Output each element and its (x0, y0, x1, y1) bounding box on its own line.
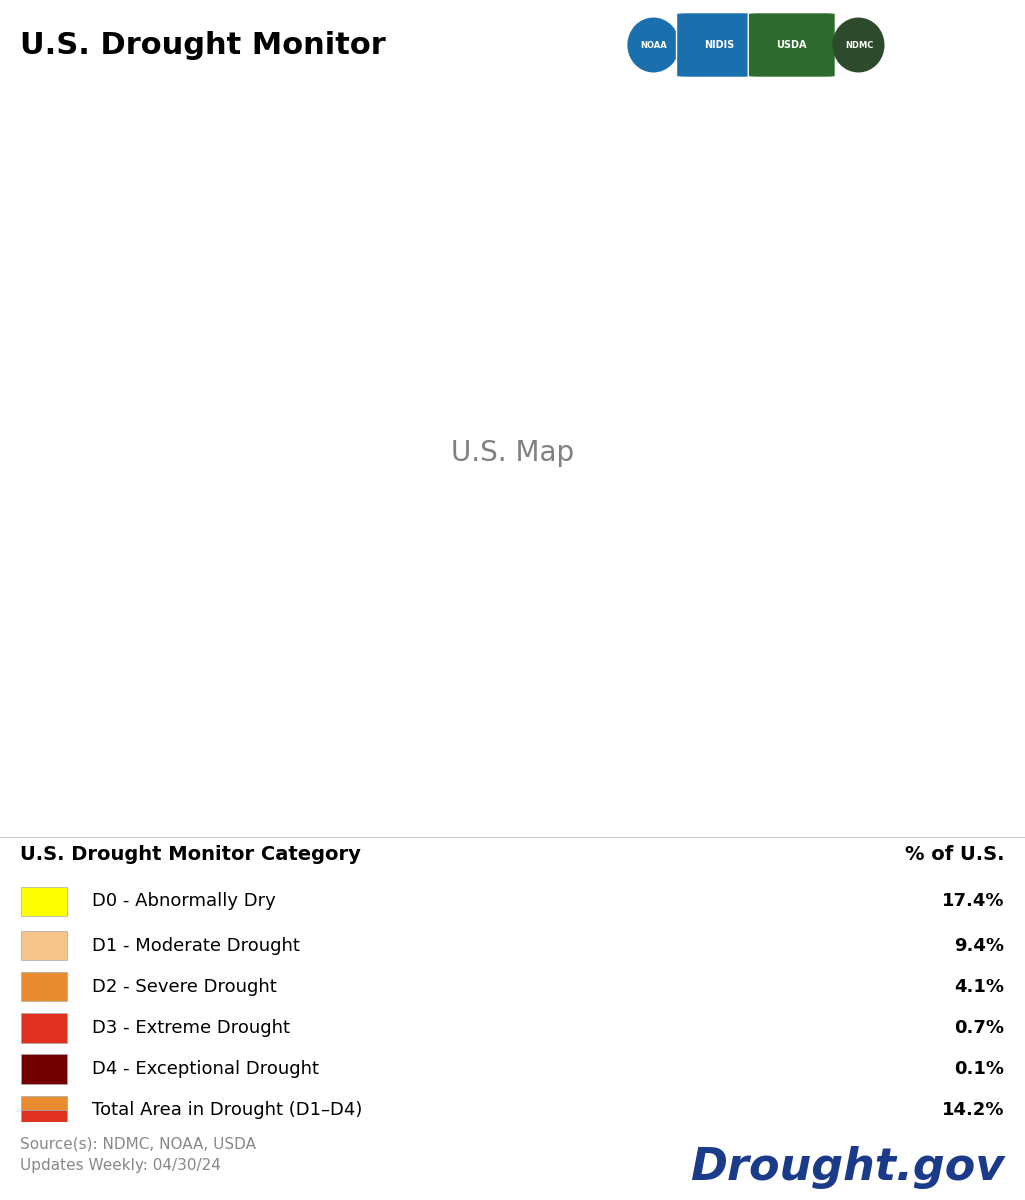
Ellipse shape (628, 18, 679, 72)
Text: USDA: USDA (776, 40, 807, 50)
Text: D3 - Extreme Drought: D3 - Extreme Drought (92, 1019, 290, 1037)
Text: 17.4%: 17.4% (942, 893, 1004, 911)
Text: U.S. Drought Monitor Category: U.S. Drought Monitor Category (20, 845, 362, 864)
FancyBboxPatch shape (20, 1096, 67, 1110)
Text: Source(s): NDMC, NOAA, USDA
Updates Weekly: 04/30/24: Source(s): NDMC, NOAA, USDA Updates Week… (20, 1136, 256, 1172)
Text: U.S. Drought Monitor: U.S. Drought Monitor (20, 30, 386, 60)
Text: 0.1%: 0.1% (954, 1060, 1004, 1078)
Text: NIDIS: NIDIS (704, 40, 735, 50)
FancyBboxPatch shape (748, 12, 835, 77)
Text: 14.2%: 14.2% (942, 1102, 1004, 1120)
FancyBboxPatch shape (20, 972, 67, 1002)
Text: D1 - Moderate Drought: D1 - Moderate Drought (92, 936, 300, 955)
Text: D0 - Abnormally Dry: D0 - Abnormally Dry (92, 893, 276, 911)
Text: % of U.S.: % of U.S. (905, 845, 1004, 864)
FancyBboxPatch shape (20, 1013, 67, 1043)
Text: 4.1%: 4.1% (954, 978, 1004, 996)
Ellipse shape (833, 18, 884, 72)
Text: Drought.gov: Drought.gov (690, 1146, 1004, 1188)
Text: NOAA: NOAA (641, 41, 667, 49)
FancyBboxPatch shape (676, 12, 764, 77)
FancyBboxPatch shape (20, 1110, 67, 1124)
FancyBboxPatch shape (20, 887, 67, 917)
FancyBboxPatch shape (20, 1055, 67, 1084)
Text: 9.4%: 9.4% (954, 936, 1004, 955)
Text: U.S. Map: U.S. Map (451, 439, 574, 467)
Text: Total Area in Drought (D1–D4): Total Area in Drought (D1–D4) (92, 1102, 363, 1120)
Text: D4 - Exceptional Drought: D4 - Exceptional Drought (92, 1060, 319, 1078)
Text: 0.7%: 0.7% (954, 1019, 1004, 1037)
FancyBboxPatch shape (20, 931, 67, 960)
Text: NDMC: NDMC (845, 41, 873, 49)
Text: D2 - Severe Drought: D2 - Severe Drought (92, 978, 277, 996)
